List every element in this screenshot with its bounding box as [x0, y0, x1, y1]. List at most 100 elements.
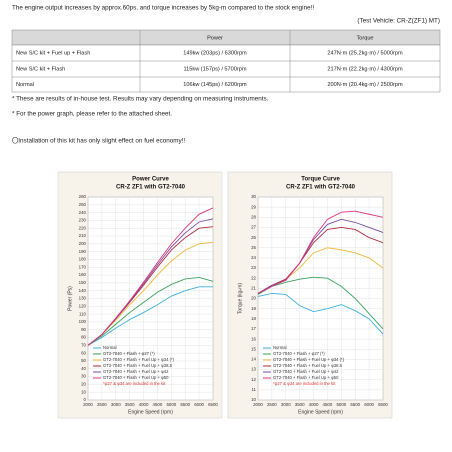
table-cell: 247N·m (25.2kg·m) / 5000rpm: [327, 50, 403, 56]
y-tick-label: 170: [79, 264, 87, 269]
y-tick-label: 13: [251, 367, 256, 372]
column-header: Torque: [356, 35, 373, 41]
x-tick-label: 5500: [180, 402, 190, 407]
x-tick-label: 6000: [364, 402, 374, 407]
y-tick-label: 25: [251, 245, 256, 250]
x-tick-label: 6500: [208, 402, 218, 407]
series-line: [257, 210, 384, 294]
x-tick-label: 2500: [97, 402, 107, 407]
y-tick-label: 120: [79, 303, 87, 308]
y-tick-label: 90: [81, 327, 86, 332]
legend-label: GT2-7040 + Flash + Fuel Up + φ50: [273, 375, 339, 380]
series-line: [257, 218, 384, 294]
y-tick-label: 50: [81, 358, 86, 363]
table-body: [11, 44, 441, 93]
x-tick-label: 3000: [281, 402, 291, 407]
note: 〇Installation of this kit has only sligh…: [12, 137, 185, 145]
y-tick-label: 28: [251, 214, 256, 219]
legend-label: GT2-7040 + Flash + Fuel Up + φ42: [273, 369, 339, 374]
x-tick-label: 6500: [378, 402, 388, 407]
x-tick-label: 5000: [166, 402, 176, 407]
x-tick-label: 2000: [253, 402, 263, 407]
column-header: Power: [207, 35, 223, 41]
chart-title: Power Curve: [132, 177, 169, 183]
y-tick-label: 10: [81, 389, 86, 394]
y-tick-label: 0: [84, 397, 87, 402]
x-tick-label: 2500: [267, 402, 277, 407]
y-tick-label: 12: [251, 377, 256, 382]
y-tick-label: 110: [79, 311, 87, 316]
legend-label: Normal: [103, 345, 117, 350]
series-line: [257, 226, 384, 294]
legend-label: GT2-7040 + Flash + Fuel Up + φ34 (*): [103, 357, 175, 362]
x-tick-label: 4500: [153, 402, 163, 407]
series-line: [87, 276, 214, 346]
y-tick-label: 70: [81, 343, 86, 348]
legend-label: GT2-7040 + Flash + φ27 (*): [103, 351, 155, 356]
x-axis-label: Engine Speed (rpm): [128, 409, 173, 415]
y-tick-label: 130: [79, 296, 87, 301]
x-tick-label: 5000: [336, 402, 346, 407]
y-tick-label: 180: [79, 257, 87, 262]
legend-note: *φ27 & φ34 are included in the kit: [273, 381, 336, 386]
y-tick-label: 14: [251, 357, 256, 362]
x-tick-label: 3500: [125, 402, 135, 407]
note: * For the power graph, please refer to t…: [12, 111, 172, 118]
y-axis-label: Power (Ps): [67, 286, 73, 311]
y-tick-label: 30: [81, 374, 86, 379]
y-tick-label: 200: [79, 241, 87, 246]
headline: The engine output increases by approx.60…: [12, 5, 314, 12]
x-tick-label: 3000: [111, 402, 121, 407]
series-line: [257, 276, 384, 330]
table-cell: New S/C kit + Fuel up + Flash: [16, 50, 90, 56]
y-tick-label: 60: [81, 350, 86, 355]
y-tick-label: 21: [251, 286, 256, 291]
legend-label: GT2-7040 + Flash + Fuel Up + φ38.5: [103, 363, 173, 368]
y-tick-label: 16: [251, 336, 256, 341]
x-axis-label: Engine Speed (rpm): [298, 409, 343, 415]
x-tick-label: 6000: [194, 402, 204, 407]
table-cell: 200N·m (20.4kg·m) / 2500rpm: [327, 82, 403, 88]
table-cell: 217N·m (22.2kg·m) / 4300rpm: [327, 66, 403, 72]
legend-label: GT2-7040 + Flash + Fuel Up + φ50: [103, 375, 169, 380]
y-tick-label: 190: [79, 249, 87, 254]
y-tick-label: 140: [79, 288, 87, 293]
legend-label: GT2-7040 + Flash + Fuel Up + φ38.5: [273, 363, 343, 368]
y-tick-label: 100: [79, 319, 87, 324]
x-tick-label: 5500: [350, 402, 360, 407]
y-tick-label: 24: [251, 255, 256, 260]
table-cell: 106kw (145ps) / 6200rpm: [183, 82, 247, 88]
table-cell: New S/C kit + Flash: [16, 66, 65, 72]
legend-label: GT2-7040 + Flash + φ27 (*): [273, 351, 325, 356]
table-cell: Normal: [16, 82, 34, 88]
y-tick-label: 26: [251, 235, 256, 240]
y-tick-label: 160: [79, 272, 87, 277]
x-tick-label: 4000: [139, 402, 149, 407]
y-tick-label: 240: [79, 210, 87, 215]
y-tick-label: 27: [251, 225, 256, 230]
legend-note: *φ27 & φ34 are included in the kit: [103, 381, 166, 386]
y-tick-label: 10: [251, 397, 256, 402]
y-axis-label: Torque (kg-m): [237, 283, 243, 314]
y-tick-label: 15: [251, 346, 256, 351]
y-tick-label: 30: [251, 194, 256, 199]
y-tick-label: 20: [251, 296, 256, 301]
x-tick-label: 2000: [83, 402, 93, 407]
legend-label: GT2-7040 + Flash + Fuel Up + φ34 (*): [273, 357, 345, 362]
y-tick-label: 210: [79, 233, 87, 238]
table-header: [11, 29, 441, 46]
y-tick-label: 80: [81, 335, 86, 340]
series-line: [87, 207, 214, 346]
table-cell: 115kw (157ps) / 5700rpm: [183, 66, 246, 72]
x-tick-label: 4000: [309, 402, 319, 407]
series-line: [87, 241, 214, 346]
y-tick-label: 220: [79, 225, 87, 230]
y-tick-label: 260: [79, 194, 87, 199]
y-tick-label: 150: [79, 280, 87, 285]
series-line: [87, 286, 213, 346]
legend-label: Normal: [273, 345, 287, 350]
chart-title: Torque Curve: [301, 177, 340, 183]
series-line: [257, 292, 384, 335]
y-tick-label: 20: [81, 382, 86, 387]
